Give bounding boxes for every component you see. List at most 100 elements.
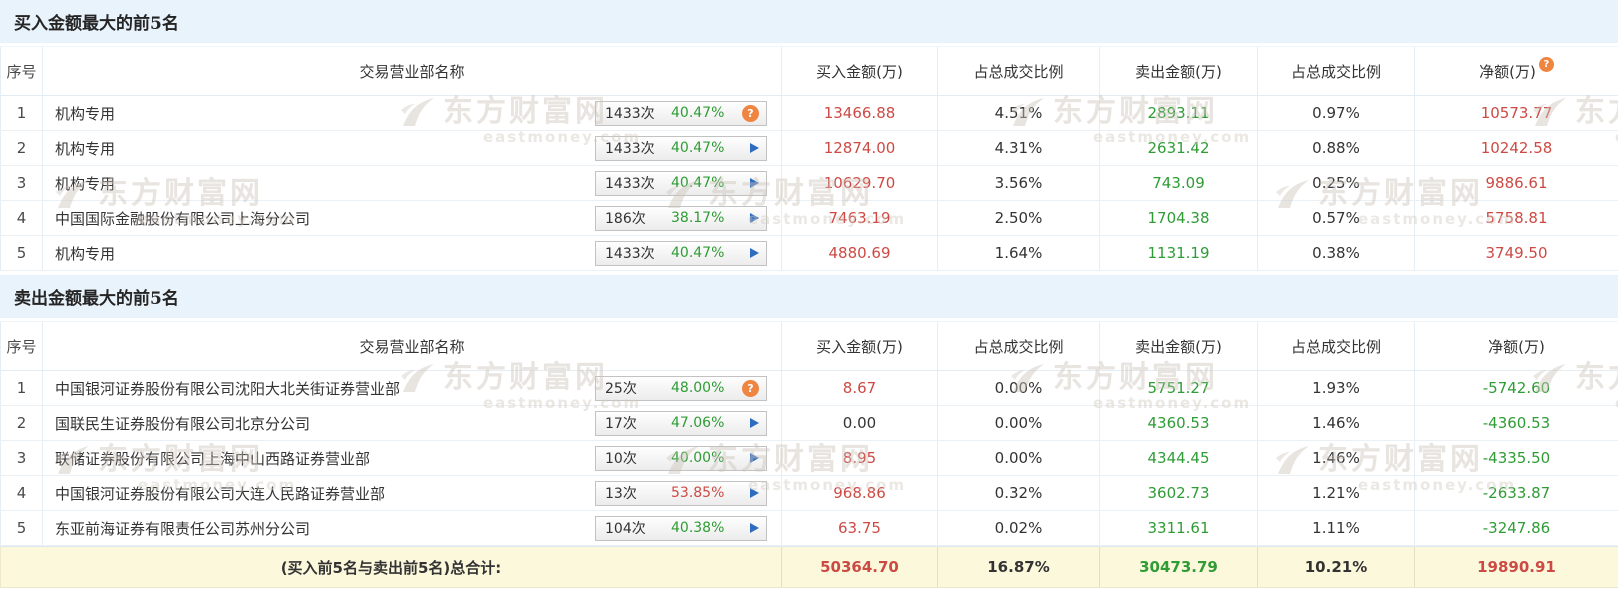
header-net-label: 净额(万) <box>1479 62 1536 81</box>
buy-amount: 12874.00 <box>823 139 896 157</box>
sell-ratio: 1.21% <box>1312 484 1360 502</box>
branch-name: 中国国际金融股份有限公司上海分公司 <box>55 209 311 228</box>
net-amount: -4335.50 <box>1482 449 1551 467</box>
header-sell-amount: 卖出金额(万) <box>1099 322 1257 370</box>
branch-name: 国联民生证券股份有限公司北京分公司 <box>55 414 311 433</box>
header-buy-amount: 买入金额(万) <box>781 47 937 95</box>
branch-cell: 机构专用 1433次 40.47% <box>42 96 781 130</box>
header-sell-ratio: 占总成交比例 <box>1257 47 1414 95</box>
branch-name: 机构专用 <box>55 104 116 123</box>
net-amount: 10573.77 <box>1480 104 1553 122</box>
question-icon[interactable] <box>742 104 759 122</box>
sell-amount: 743.09 <box>1152 174 1205 192</box>
header-net-amount: 净额(万) <box>1414 322 1618 370</box>
row-index: 2 <box>0 406 42 440</box>
lhb-count-badge[interactable]: 25次 48.00% <box>595 375 767 401</box>
header-buy-amount: 买入金额(万) <box>781 322 937 370</box>
appearance-count: 104次 <box>605 521 646 537</box>
sell-section-title: 卖出金额最大的前5名 <box>0 275 1618 318</box>
sell-ratio: 1.11% <box>1312 519 1360 537</box>
header-branch-name: 交易营业部名称 <box>42 47 781 95</box>
lhb-count-badge[interactable]: 17次 47.06% <box>595 410 767 436</box>
table-row: 3 联储证券股份有限公司上海中山西路证券营业部 10次 40.00% 8.95 … <box>0 441 1618 476</box>
arrow-icon[interactable] <box>750 453 759 463</box>
header-no: 序号 <box>0 322 42 370</box>
branch-cell: 中国国际金融股份有限公司上海分公司 186次 38.17% <box>42 201 781 235</box>
question-icon[interactable] <box>1538 56 1554 72</box>
arrow-icon[interactable] <box>750 213 759 223</box>
table-row: 1 机构专用 1433次 40.47% 13466.88 4.51% 2893.… <box>0 96 1618 131</box>
sell-ratio: 1.46% <box>1312 449 1360 467</box>
lhb-count-badge[interactable]: 1433次 40.47% <box>595 240 767 266</box>
row-index: 4 <box>0 201 42 235</box>
sell-amount: 1704.38 <box>1147 209 1210 227</box>
buy-ratio: 4.51% <box>994 104 1043 122</box>
sell-section: 卖出金额最大的前5名 序号 交易营业部名称 买入金额(万) 占总成交比例 卖出金… <box>0 275 1618 588</box>
row-index: 1 <box>0 371 42 405</box>
buy-amount: 8.67 <box>842 379 877 397</box>
buy-amount: 4880.69 <box>828 244 891 262</box>
appearance-count: 186次 <box>605 211 646 227</box>
appearance-count: 17次 <box>605 416 637 432</box>
win-rate: 47.06% <box>671 415 725 431</box>
table-row: 3 机构专用 1433次 40.47% 10629.70 3.56% 743.0… <box>0 166 1618 201</box>
header-no: 序号 <box>0 47 42 95</box>
win-rate: 53.85% <box>671 485 725 501</box>
row-index: 3 <box>0 166 42 200</box>
header-buy-ratio: 占总成交比例 <box>937 322 1099 370</box>
row-index: 5 <box>0 511 42 545</box>
buy-amount: 8.95 <box>842 449 877 467</box>
buy-amount: 63.75 <box>838 519 881 537</box>
lhb-count-badge[interactable]: 1433次 40.47% <box>595 100 767 126</box>
buy-section-title: 买入金额最大的前5名 <box>0 0 1618 43</box>
lhb-count-badge[interactable]: 1433次 40.47% <box>595 170 767 196</box>
sell-ratio: 1.93% <box>1312 379 1360 397</box>
buy-ratio: 0.00% <box>994 414 1043 432</box>
win-rate: 40.47% <box>671 105 725 121</box>
header-branch-name: 交易营业部名称 <box>42 322 781 370</box>
lhb-count-badge[interactable]: 13次 53.85% <box>595 480 767 506</box>
branch-name: 中国银河证券股份有限公司沈阳大北关街证券营业部 <box>55 379 401 398</box>
table-row: 5 机构专用 1433次 40.47% 4880.69 1.64% 1131.1… <box>0 236 1618 271</box>
arrow-icon[interactable] <box>750 488 759 498</box>
branch-name: 联储证券股份有限公司上海中山西路证券营业部 <box>55 449 371 468</box>
arrow-icon[interactable] <box>750 178 759 188</box>
header-sell-ratio: 占总成交比例 <box>1257 322 1414 370</box>
table-row: 2 机构专用 1433次 40.47% 12874.00 4.31% 2631.… <box>0 131 1618 166</box>
lhb-count-badge[interactable]: 1433次 40.47% <box>595 135 767 161</box>
arrow-icon[interactable] <box>750 143 759 153</box>
arrow-icon[interactable] <box>750 418 759 428</box>
grand-total-label: (买入前5名与卖出前5名)总合计: <box>0 547 781 587</box>
net-amount: 9886.61 <box>1485 174 1548 192</box>
buy-amount: 10629.70 <box>823 174 896 192</box>
win-rate: 40.38% <box>671 520 725 536</box>
total-net-amount: 19890.91 <box>1477 558 1556 576</box>
lhb-count-badge[interactable]: 104次 40.38% <box>595 515 767 541</box>
buy-ratio: 1.64% <box>994 244 1043 262</box>
row-index: 3 <box>0 441 42 475</box>
appearance-count: 1433次 <box>605 141 655 157</box>
sell-amount: 4344.45 <box>1147 449 1210 467</box>
question-icon[interactable] <box>742 379 759 397</box>
appearance-count: 25次 <box>605 381 637 397</box>
grand-total-row: (买入前5名与卖出前5名)总合计: 50364.70 16.87% 30473.… <box>0 546 1618 588</box>
arrow-icon[interactable] <box>750 248 759 258</box>
appearance-count: 1433次 <box>605 106 655 122</box>
table-row: 4 中国银河证券股份有限公司大连人民路证券营业部 13次 53.85% 968.… <box>0 476 1618 511</box>
lhb-count-badge[interactable]: 10次 40.00% <box>595 445 767 471</box>
buy-ratio: 3.56% <box>994 174 1043 192</box>
branch-cell: 机构专用 1433次 40.47% <box>42 131 781 165</box>
sell-ratio: 0.25% <box>1312 174 1360 192</box>
lhb-count-badge[interactable]: 186次 38.17% <box>595 205 767 231</box>
table-row: 1 中国银河证券股份有限公司沈阳大北关街证券营业部 25次 48.00% 8.6… <box>0 371 1618 406</box>
table-row: 5 东亚前海证券有限责任公司苏州分公司 104次 40.38% 63.75 0.… <box>0 511 1618 546</box>
row-index: 2 <box>0 131 42 165</box>
win-rate: 38.17% <box>671 210 725 226</box>
sell-amount: 5751.27 <box>1147 379 1210 397</box>
total-sell-amount: 30473.79 <box>1139 558 1218 576</box>
arrow-icon[interactable] <box>750 523 759 533</box>
buy-table-header: 序号 交易营业部名称 买入金额(万) 占总成交比例 卖出金额(万) 占总成交比例… <box>0 46 1618 96</box>
sell-amount: 3602.73 <box>1147 484 1210 502</box>
total-buy-ratio: 16.87% <box>987 558 1050 576</box>
branch-cell: 中国银河证券股份有限公司沈阳大北关街证券营业部 25次 48.00% <box>42 371 781 405</box>
